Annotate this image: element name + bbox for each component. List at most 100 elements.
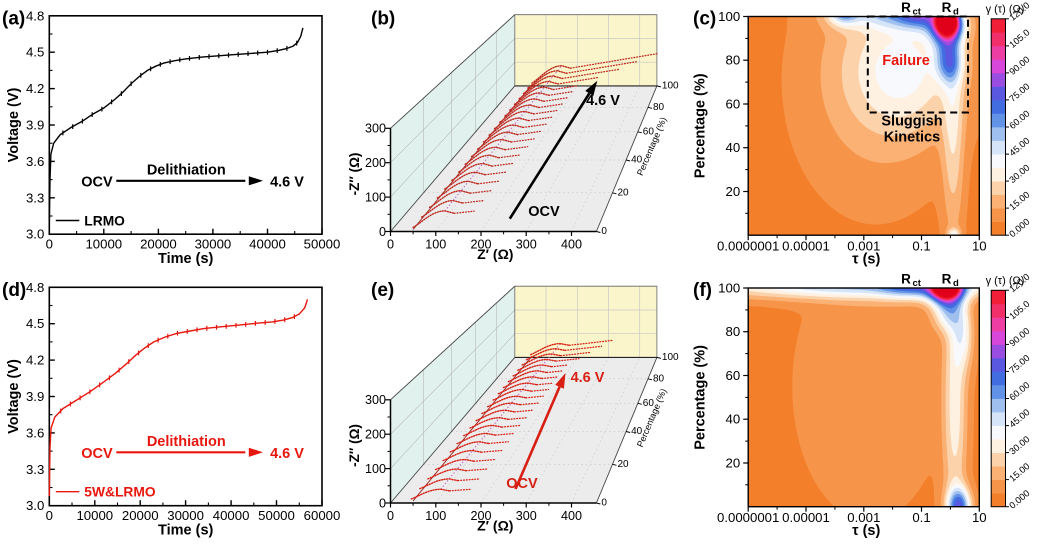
svg-text:40000: 40000 — [213, 508, 250, 523]
svg-text:0.001: 0.001 — [847, 510, 880, 525]
svg-text:3.0: 3.0 — [26, 498, 44, 513]
svg-text:0.00001: 0.00001 — [782, 239, 830, 254]
svg-text:80: 80 — [726, 53, 741, 68]
svg-text:0: 0 — [46, 237, 53, 252]
svg-text:20000: 20000 — [122, 508, 159, 523]
svg-text:40: 40 — [726, 140, 741, 155]
svg-text:Time (s): Time (s) — [158, 523, 214, 539]
svg-text:(e): (e) — [371, 280, 394, 301]
svg-text:0.0000001: 0.0000001 — [717, 510, 779, 525]
svg-text:80: 80 — [653, 373, 665, 384]
svg-text:200: 200 — [365, 156, 386, 170]
svg-text:4.6 V: 4.6 V — [586, 93, 620, 109]
svg-text:(f): (f) — [693, 280, 712, 301]
svg-text:0.001: 0.001 — [847, 239, 880, 254]
svg-text:0: 0 — [46, 508, 53, 523]
svg-text:Sluggish: Sluggish — [881, 114, 942, 130]
svg-text:50000: 50000 — [258, 508, 295, 523]
svg-text:100: 100 — [425, 509, 446, 523]
svg-text:Z′ (Ω): Z′ (Ω) — [477, 518, 513, 534]
svg-text:100: 100 — [662, 352, 679, 363]
svg-text:OCV: OCV — [81, 446, 113, 462]
svg-text:(d): (d) — [2, 280, 26, 301]
svg-text:40: 40 — [726, 412, 741, 427]
svg-text:60: 60 — [643, 126, 655, 137]
svg-text:Voltage (V): Voltage (V) — [6, 359, 22, 434]
svg-text:30000: 30000 — [195, 237, 232, 252]
svg-text:200: 200 — [365, 428, 386, 442]
svg-text:(c): (c) — [693, 9, 716, 30]
svg-text:60: 60 — [726, 368, 741, 383]
svg-text:20: 20 — [726, 456, 741, 471]
svg-text:300: 300 — [365, 393, 386, 407]
svg-text:20: 20 — [618, 187, 630, 198]
svg-text:ct: ct — [913, 7, 922, 18]
svg-text:Z′ (Ω): Z′ (Ω) — [477, 246, 513, 262]
svg-text:40: 40 — [631, 426, 643, 437]
svg-text:20000: 20000 — [140, 237, 177, 252]
svg-text:100: 100 — [718, 9, 740, 24]
svg-text:300: 300 — [516, 509, 537, 523]
svg-text:60: 60 — [643, 398, 655, 409]
svg-text:0.1: 0.1 — [912, 239, 930, 254]
svg-text:80: 80 — [726, 324, 741, 339]
svg-text:300: 300 — [516, 238, 537, 252]
svg-text:Kinetics: Kinetics — [884, 130, 940, 146]
svg-text:0.0000001: 0.0000001 — [717, 239, 779, 254]
svg-text:(a): (a) — [2, 9, 25, 30]
svg-text:Time (s): Time (s) — [158, 251, 214, 267]
svg-text:4.8: 4.8 — [26, 8, 44, 23]
svg-text:30000: 30000 — [167, 508, 204, 523]
svg-text:4.2: 4.2 — [26, 353, 44, 368]
svg-text:Delithiation: Delithiation — [147, 162, 226, 178]
svg-text:γ (τ) (Ω): γ (τ) (Ω) — [986, 4, 1025, 16]
svg-text:Percentage (%): Percentage (%) — [693, 73, 709, 178]
svg-text:10: 10 — [972, 239, 987, 254]
svg-text:40000: 40000 — [249, 237, 286, 252]
svg-text:0.00001: 0.00001 — [782, 510, 830, 525]
svg-text:0: 0 — [601, 226, 607, 237]
svg-text:10: 10 — [972, 510, 987, 525]
svg-text:10000: 10000 — [76, 508, 113, 523]
svg-text:4.6 V: 4.6 V — [270, 446, 304, 462]
svg-text:3.9: 3.9 — [26, 389, 44, 404]
svg-text:300: 300 — [365, 122, 386, 136]
svg-text:τ (s): τ (s) — [852, 523, 880, 539]
svg-text:4.8: 4.8 — [26, 280, 44, 295]
svg-text:R: R — [942, 272, 952, 287]
svg-text:3.6: 3.6 — [26, 154, 44, 169]
svg-text:400: 400 — [561, 509, 582, 523]
svg-text:400: 400 — [561, 238, 582, 252]
svg-text:3.3: 3.3 — [26, 462, 44, 477]
svg-text:γ (τ) (Ω): γ (τ) (Ω) — [986, 275, 1025, 287]
svg-text:4.6 V: 4.6 V — [571, 370, 605, 386]
svg-text:d: d — [953, 278, 959, 289]
svg-text:5W&LRMO: 5W&LRMO — [84, 485, 156, 500]
svg-text:4.5: 4.5 — [26, 316, 44, 331]
svg-text:4.2: 4.2 — [26, 81, 44, 96]
svg-text:100: 100 — [718, 281, 740, 296]
svg-text:200: 200 — [470, 509, 491, 523]
svg-text:0: 0 — [387, 509, 394, 523]
svg-text:0.1: 0.1 — [912, 510, 930, 525]
svg-text:τ (s): τ (s) — [852, 252, 880, 268]
svg-text:-Z″ (Ω): -Z″ (Ω) — [347, 424, 362, 467]
svg-text:4.6 V: 4.6 V — [270, 174, 304, 190]
svg-text:OCV: OCV — [81, 174, 113, 190]
svg-text:100: 100 — [365, 190, 386, 204]
svg-text:Voltage (V): Voltage (V) — [6, 88, 22, 163]
svg-text:ct: ct — [913, 278, 922, 289]
svg-text:0: 0 — [601, 498, 607, 509]
svg-text:0: 0 — [379, 496, 386, 510]
svg-text:OCV: OCV — [528, 204, 560, 220]
svg-text:200: 200 — [470, 238, 491, 252]
svg-text:R: R — [901, 0, 911, 15]
svg-text:-Z″ (Ω): -Z″ (Ω) — [347, 153, 362, 196]
svg-text:40: 40 — [631, 155, 643, 166]
svg-text:10000: 10000 — [85, 237, 122, 252]
svg-text:60: 60 — [726, 97, 741, 112]
svg-text:60000: 60000 — [304, 508, 341, 523]
svg-text:R: R — [942, 0, 952, 15]
svg-text:80: 80 — [653, 102, 665, 113]
svg-text:0: 0 — [379, 225, 386, 239]
